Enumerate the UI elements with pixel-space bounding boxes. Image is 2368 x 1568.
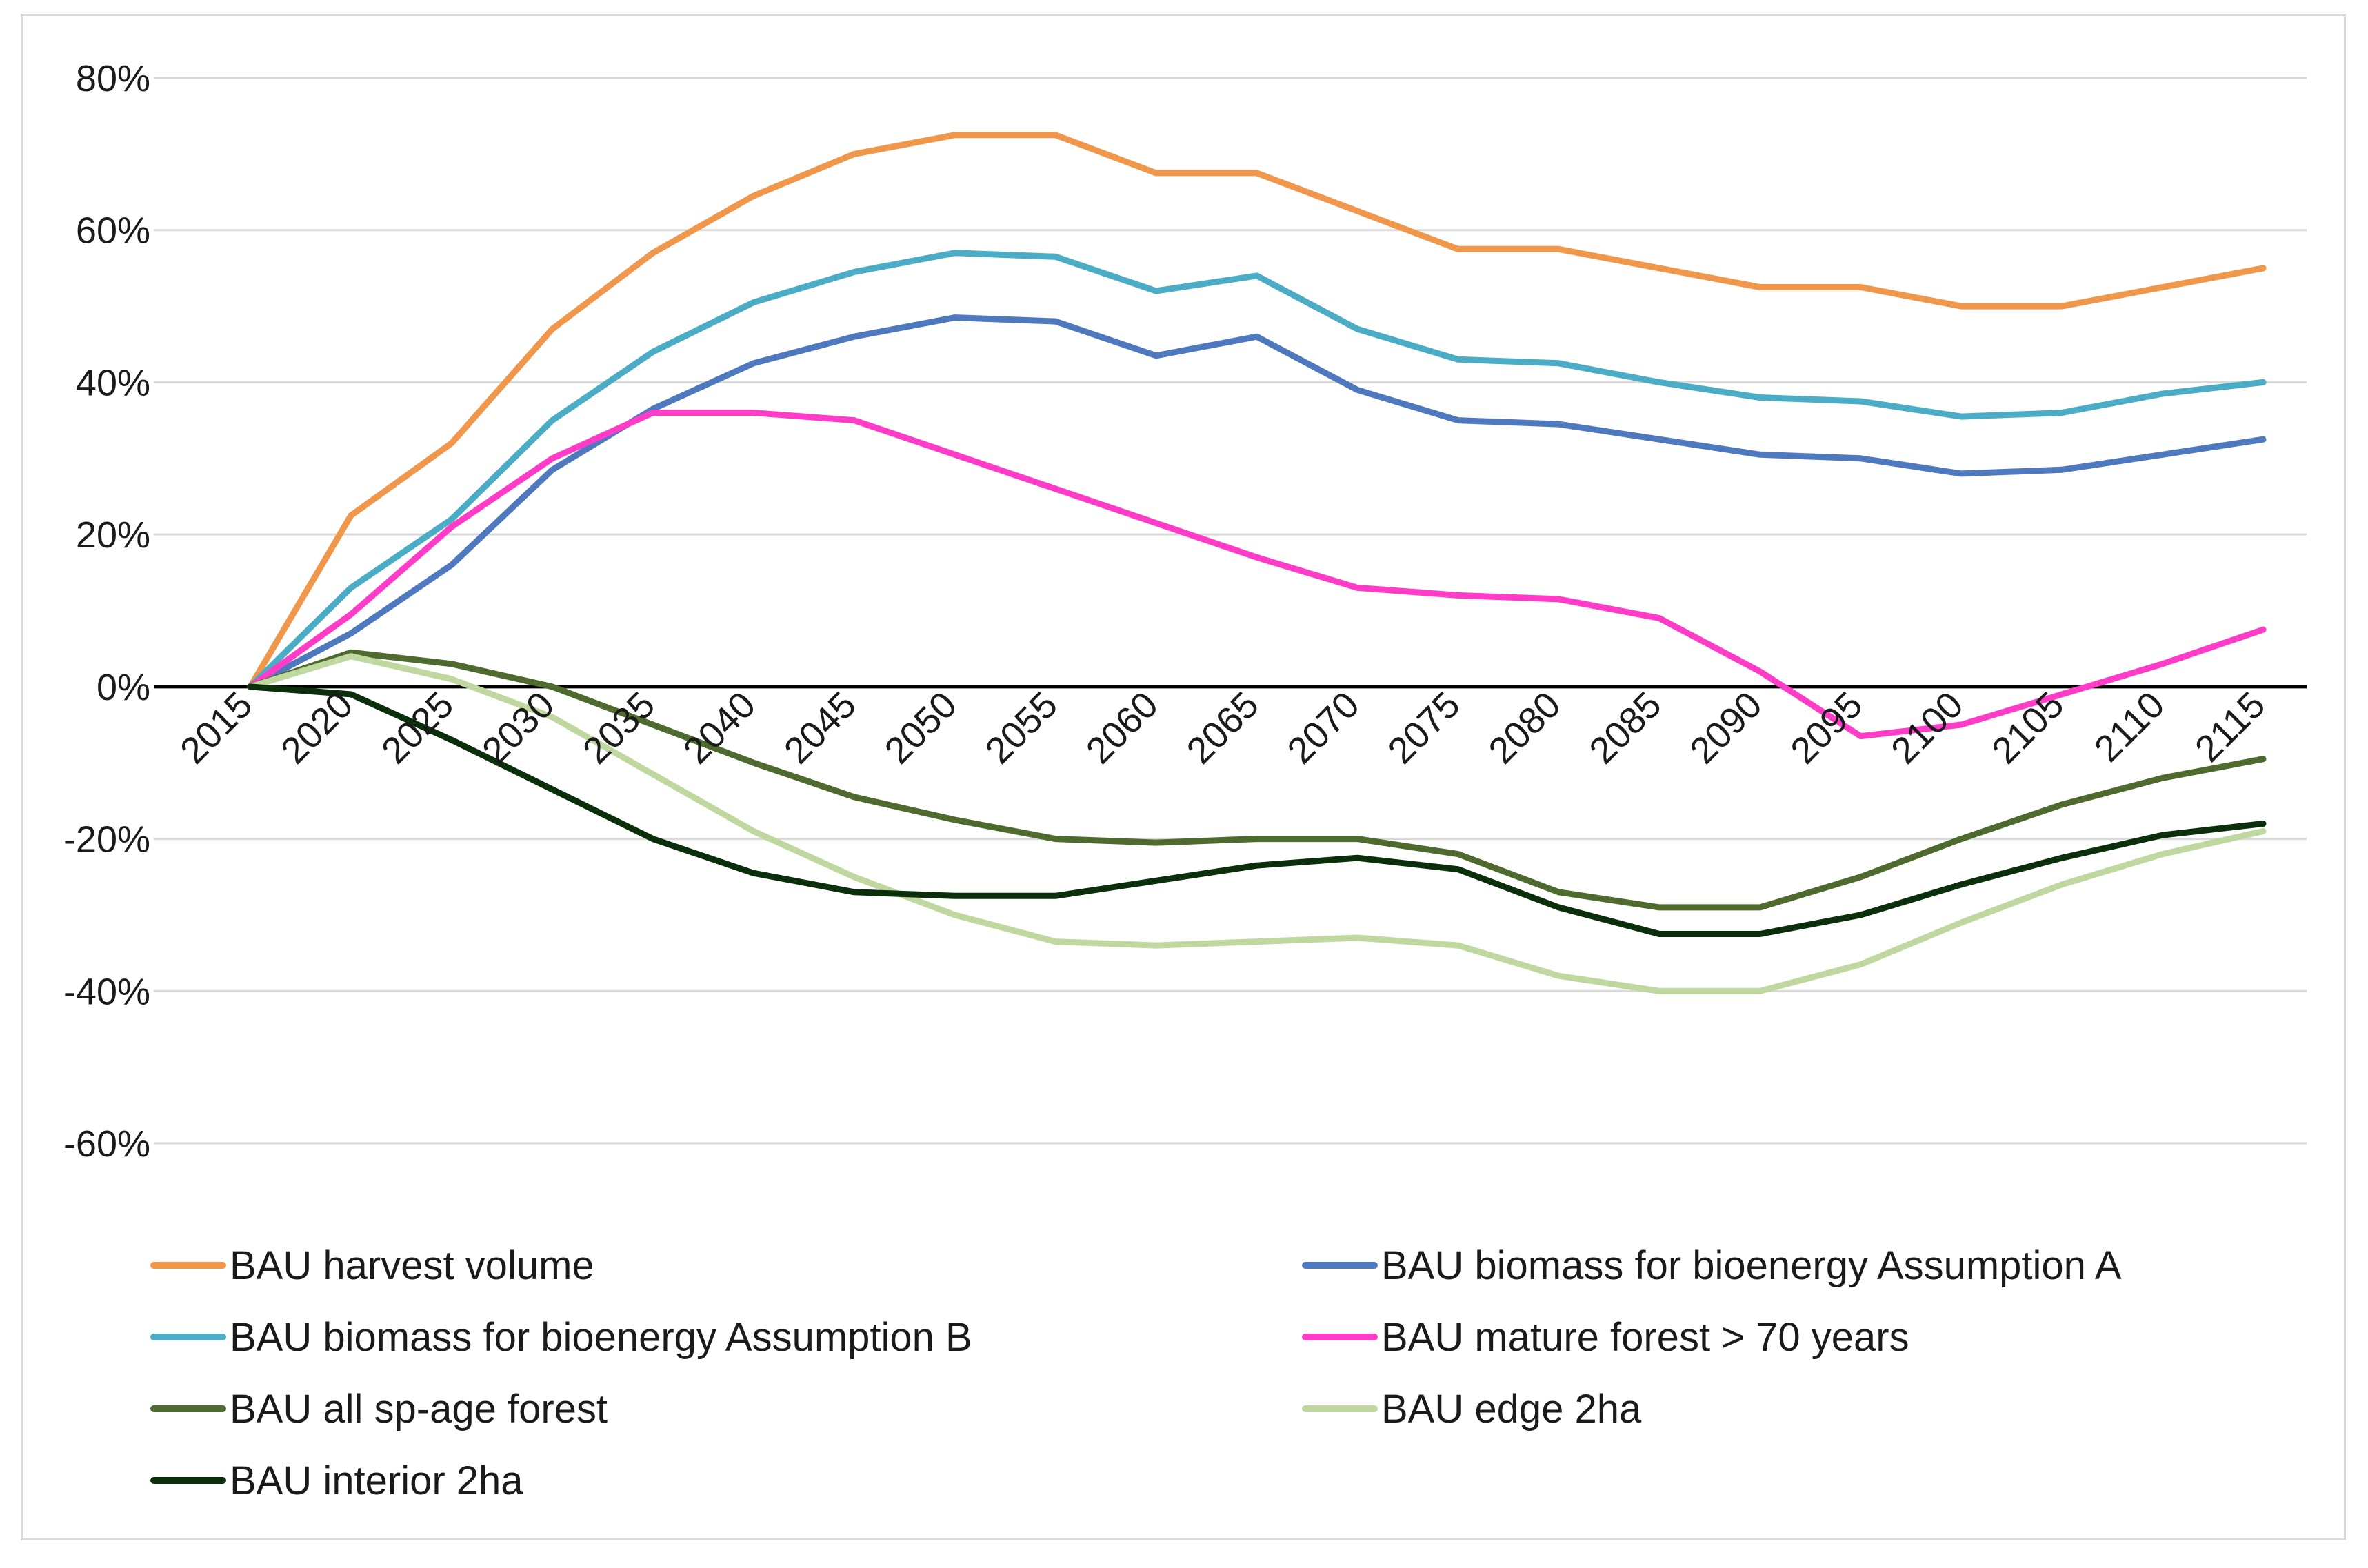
series-line-6 [247, 683, 2267, 937]
series-line-3 [247, 410, 2267, 740]
x-tick-label: 2060 [1078, 684, 1166, 772]
y-axis-tick-labels: 80% 60% 40% 20% 0% -20% -40% -60% [63, 58, 150, 1165]
series-line-4 [247, 649, 2267, 911]
x-tick-label: 2110 [2087, 684, 2173, 770]
y-tick-label: 60% [76, 210, 150, 252]
legend-label: BAU biomass for bioenergy Assumption B [230, 1315, 972, 1360]
x-tick-label: 2050 [877, 684, 965, 772]
x-tick-label: 2085 [1581, 684, 1669, 772]
gridlines [154, 77, 2307, 1145]
x-tick-label: 2070 [1280, 684, 1367, 772]
y-tick-label: -40% [63, 971, 150, 1012]
x-tick-label: 2015 [172, 684, 260, 772]
series-line-0 [247, 132, 2267, 690]
x-tick-label: 2075 [1381, 684, 1468, 772]
y-tick-label: 40% [76, 362, 150, 403]
series-lines [247, 132, 2267, 994]
y-tick-label: -20% [63, 819, 150, 861]
legend-label: BAU harvest volume [230, 1243, 594, 1288]
series-line-5 [247, 653, 2267, 994]
y-tick-label: 0% [97, 667, 150, 708]
y-tick-label: 80% [76, 58, 150, 99]
x-tick-label: 2025 [374, 684, 461, 772]
legend-label: BAU all sp-age forest [230, 1387, 608, 1431]
x-tick-label: 2080 [1481, 684, 1568, 772]
legend-label: BAU edge 2ha [1381, 1387, 1642, 1431]
y-tick-label: -60% [63, 1123, 150, 1165]
series-line-1 [247, 314, 2267, 690]
y-tick-label: 20% [76, 514, 150, 556]
legend-label: BAU biomass for bioenergy Assumption A [1381, 1243, 2122, 1288]
series-line-2 [247, 250, 2267, 690]
x-tick-label: 2045 [776, 684, 864, 772]
legend-label: BAU mature forest > 70 years [1381, 1315, 1909, 1360]
legend: BAU harvest volume BAU biomass for bioene… [150, 1243, 2122, 1503]
x-tick-label: 2055 [978, 684, 1065, 772]
legend-label: BAU interior 2ha [230, 1458, 523, 1503]
x-tick-label: 2065 [1179, 684, 1267, 772]
chart-frame: 80% 60% 40% 20% 0% -20% -40% -60% 2015 2020 2025 2… [21, 14, 2346, 1540]
line-chart: 80%60%40%20%0%-20%-40%-60% 2015 2020 2025 2… [63, 58, 2307, 1503]
x-tick-label: 2090 [1682, 684, 1769, 772]
